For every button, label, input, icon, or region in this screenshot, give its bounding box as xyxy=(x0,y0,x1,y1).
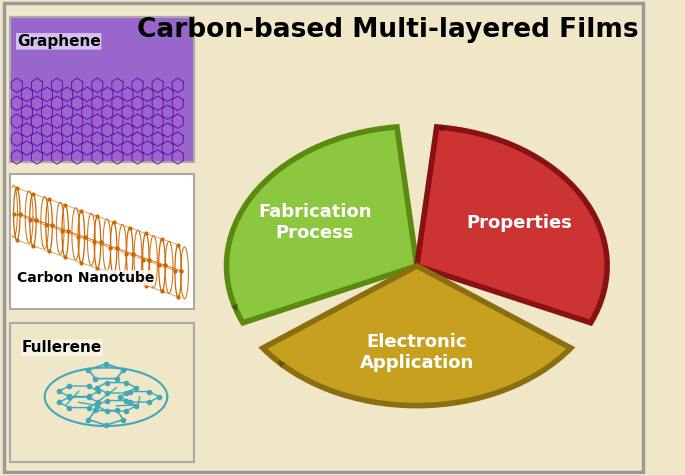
Text: Properties: Properties xyxy=(466,214,572,232)
Text: Electronic
Application: Electronic Application xyxy=(360,333,474,372)
Wedge shape xyxy=(416,127,607,323)
Text: Carbon-based Multi-layered Films: Carbon-based Multi-layered Films xyxy=(137,17,638,43)
Text: Carbon Nanotube: Carbon Nanotube xyxy=(17,271,154,285)
Text: Graphene: Graphene xyxy=(17,34,101,49)
Wedge shape xyxy=(263,266,571,406)
Bar xyxy=(10,17,195,162)
Wedge shape xyxy=(227,127,416,323)
Bar xyxy=(10,323,195,463)
Text: Fullerene: Fullerene xyxy=(22,341,102,355)
Bar xyxy=(10,173,195,309)
Text: Fabrication
Process: Fabrication Process xyxy=(258,203,371,242)
